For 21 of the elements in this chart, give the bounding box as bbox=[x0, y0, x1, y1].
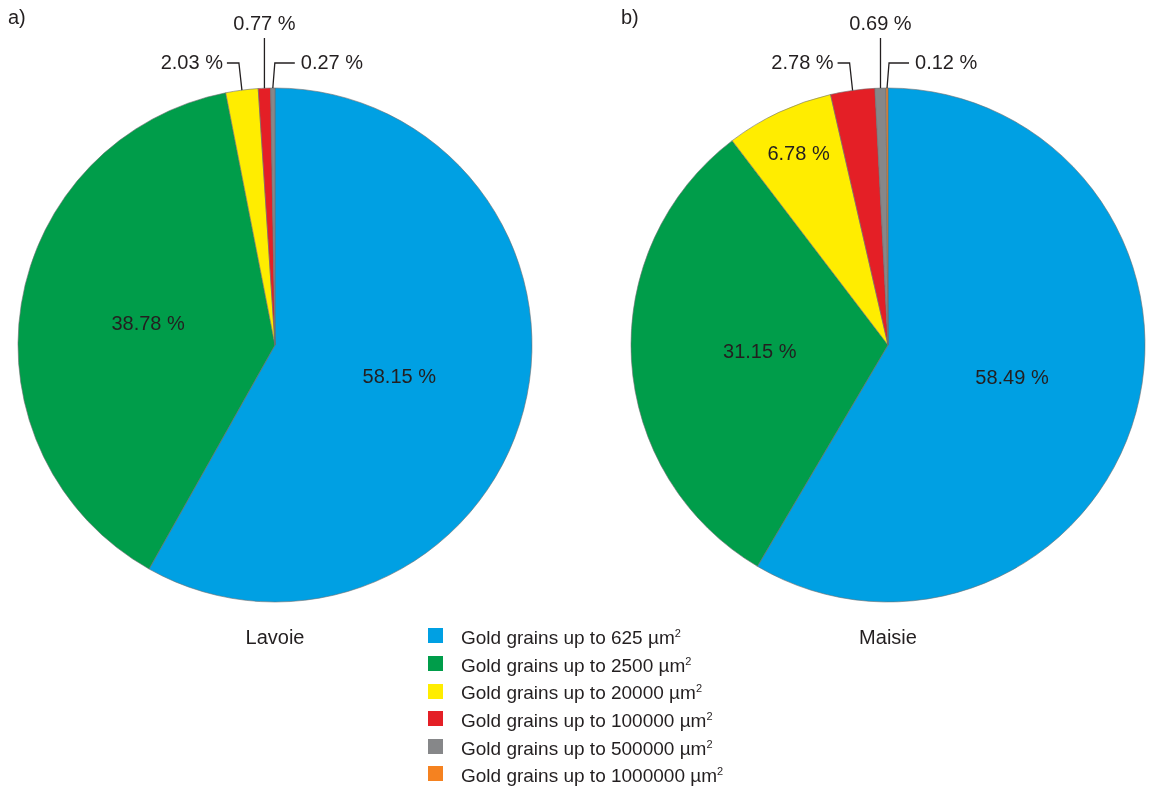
data-label: 0.27 % bbox=[300, 50, 364, 73]
legend-label: Gold grains up to 100000 µm$^{2}$ bbox=[461, 708, 713, 733]
legend-label: Gold grains up to 625 µm$^{2}$ bbox=[461, 626, 681, 650]
legend-label: Gold grains up to 2500 µm$^{2}$ bbox=[461, 653, 692, 678]
data-label: 38.78 % bbox=[111, 312, 186, 335]
text: Lavoie bbox=[245, 626, 305, 648]
legend-label: Gold grains up to 20000 µm$^{2}$ bbox=[461, 681, 702, 705]
chart-title: a) bbox=[8, 6, 26, 29]
data-label: 2.03 % bbox=[160, 50, 224, 73]
data-label: 0.12 % bbox=[915, 50, 978, 73]
legend-label: Gold grains up to 500000 µm$^{2}$ bbox=[461, 736, 713, 761]
data-label: 58.15 % bbox=[362, 365, 437, 388]
data-label: 0.69 % bbox=[849, 11, 912, 34]
chart-title: b) bbox=[621, 6, 639, 29]
legend-label: Gold grains up to 1000000 µm$^{2}$ bbox=[461, 764, 724, 788]
data-label: 58.49 % bbox=[975, 366, 1049, 389]
data-label: 2.78 % bbox=[771, 50, 834, 73]
data-label: 31.15 % bbox=[723, 340, 797, 363]
text: Maisie bbox=[859, 626, 917, 648]
data-label: 6.78 % bbox=[767, 141, 830, 164]
data-label: 0.77 % bbox=[233, 11, 296, 34]
